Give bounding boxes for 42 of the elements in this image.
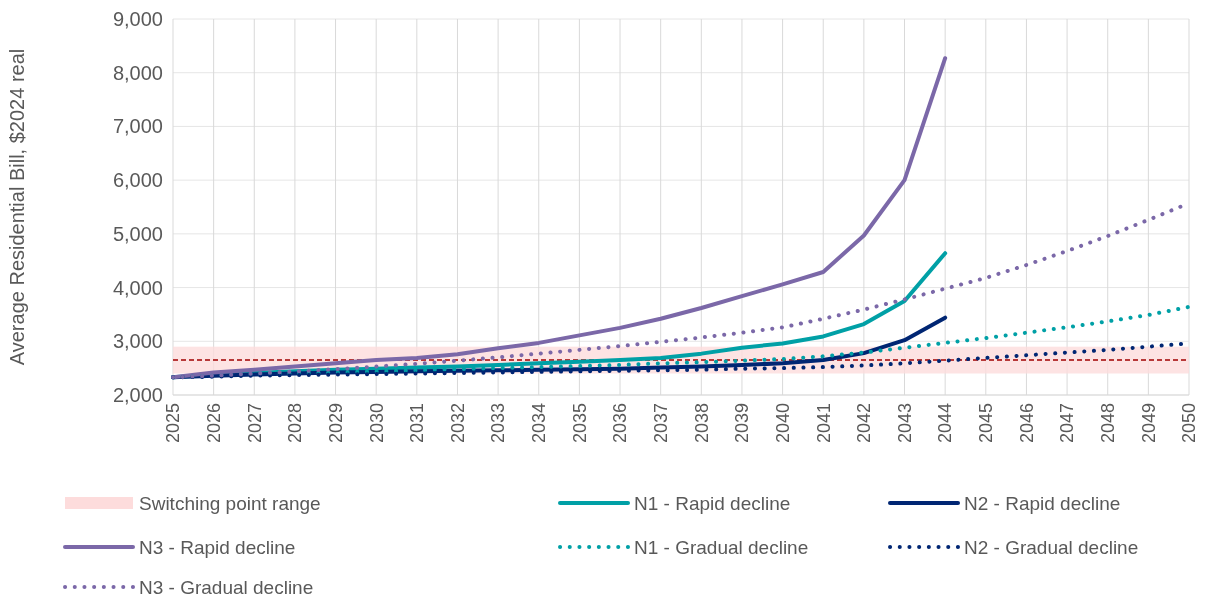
x-tick-label: 2050 (1179, 403, 1200, 444)
x-tick-label: 2032 (447, 403, 468, 444)
x-tick-label: 2048 (1098, 403, 1119, 444)
legend-label: N3 - Gradual decline (139, 576, 314, 598)
x-tick-label: 2043 (894, 403, 915, 444)
x-tick-label: 2039 (732, 403, 753, 444)
y-axis-title: Average Residential Bill, $2024 real (6, 48, 28, 366)
x-tick-label: 2030 (366, 403, 387, 444)
x-tick-label: 2028 (285, 403, 306, 444)
legend-label: N1 - Rapid decline (634, 492, 791, 514)
legend-label: N2 - Gradual decline (964, 536, 1139, 558)
x-tick-label: 2044 (935, 403, 956, 444)
x-tick-label: 2036 (610, 403, 631, 444)
x-tick-label: 2049 (1138, 403, 1159, 444)
x-tick-label: 2026 (203, 403, 224, 444)
legend-label: N1 - Gradual decline (634, 536, 809, 558)
y-tick-label: 2,000 (112, 384, 163, 406)
x-tick-label: 2041 (813, 403, 834, 444)
x-tick-label: 2027 (244, 403, 265, 444)
x-tick-label: 2045 (976, 403, 997, 444)
y-tick-label: 7,000 (112, 115, 163, 138)
x-tick-label: 2031 (407, 403, 428, 444)
y-tick-label: 5,000 (112, 222, 163, 245)
x-tick-label: 2046 (1016, 403, 1037, 444)
x-tick-label: 2033 (488, 403, 509, 444)
y-tick-label: 8,000 (112, 61, 163, 84)
legend-label: Switching point range (139, 492, 321, 514)
y-tick-label: 4,000 (112, 276, 163, 299)
y-tick-label: 9,000 (112, 8, 163, 30)
x-tick-label: 2025 (163, 403, 184, 444)
x-tick-label: 2047 (1057, 403, 1078, 444)
legend-label: N2 - Rapid decline (964, 492, 1121, 514)
x-tick-label: 2029 (325, 403, 346, 444)
y-tick-label: 6,000 (112, 169, 163, 192)
x-tick-label: 2035 (569, 403, 590, 444)
x-tick-label: 2034 (529, 403, 550, 444)
x-tick-label: 2042 (854, 403, 875, 444)
y-tick-label: 3,000 (112, 330, 163, 353)
x-tick-label: 2038 (691, 403, 712, 444)
legend-label: N3 - Rapid decline (139, 536, 296, 558)
x-tick-label: 2040 (772, 403, 793, 444)
x-tick-label: 2037 (650, 403, 671, 444)
